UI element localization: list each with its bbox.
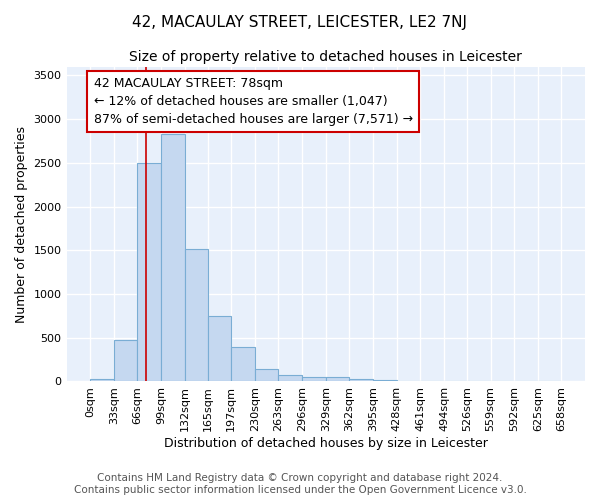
Bar	[114, 340, 137, 382]
Y-axis label: Number of detached properties: Number of detached properties	[15, 126, 28, 322]
Bar	[373, 380, 397, 382]
Bar	[185, 250, 208, 382]
Bar	[137, 163, 161, 382]
Bar	[161, 134, 185, 382]
Bar	[255, 369, 278, 382]
Bar	[326, 376, 349, 382]
Bar	[302, 376, 326, 382]
X-axis label: Distribution of detached houses by size in Leicester: Distribution of detached houses by size …	[164, 437, 488, 450]
Text: 42, MACAULAY STREET, LEICESTER, LE2 7NJ: 42, MACAULAY STREET, LEICESTER, LE2 7NJ	[133, 15, 467, 30]
Bar	[231, 348, 255, 382]
Bar	[90, 380, 114, 382]
Bar	[349, 380, 373, 382]
Text: Contains HM Land Registry data © Crown copyright and database right 2024.
Contai: Contains HM Land Registry data © Crown c…	[74, 474, 526, 495]
Bar	[278, 375, 302, 382]
Text: 42 MACAULAY STREET: 78sqm
← 12% of detached houses are smaller (1,047)
87% of se: 42 MACAULAY STREET: 78sqm ← 12% of detac…	[94, 77, 413, 126]
Bar	[208, 316, 231, 382]
Title: Size of property relative to detached houses in Leicester: Size of property relative to detached ho…	[130, 50, 522, 64]
